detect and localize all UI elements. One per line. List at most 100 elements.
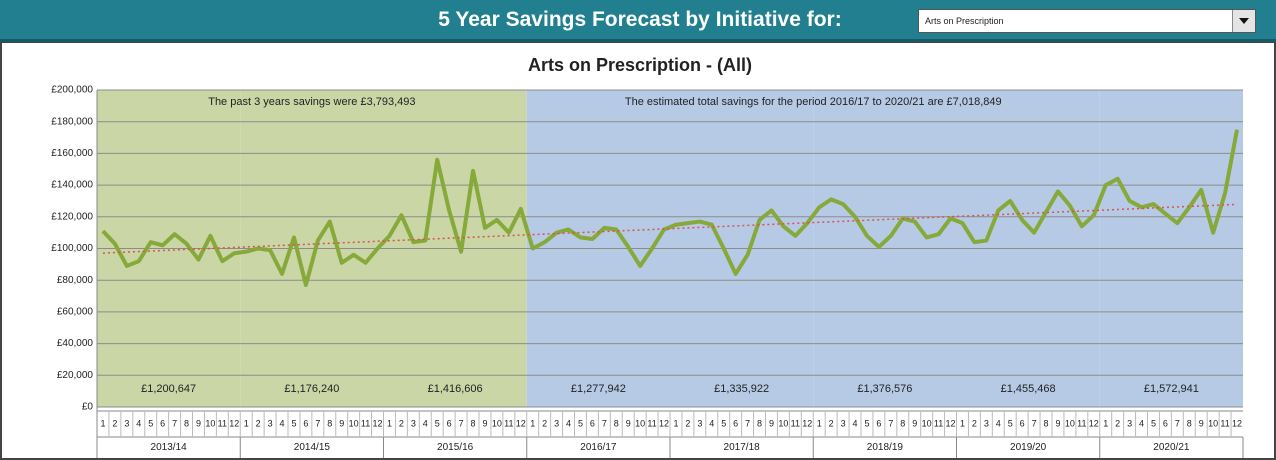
x-tick-label: 6 [590, 418, 595, 428]
x-tick-label: 7 [1032, 418, 1037, 428]
x-tick-label: 1 [673, 418, 678, 428]
x-tick-label: 8 [614, 418, 619, 428]
x-group-label: 2016/17 [580, 442, 617, 453]
chart-title: Arts on Prescription - (All) [528, 55, 752, 75]
x-tick-label: 6 [303, 418, 308, 428]
x-tick-label: 2 [256, 418, 261, 428]
x-tick-label: 11 [934, 418, 943, 428]
x-tick-label: 1 [530, 418, 535, 428]
x-tick-label: 8 [184, 418, 189, 428]
x-tick-label: 11 [504, 418, 513, 428]
x-tick-label: 12 [659, 418, 669, 428]
x-tick-label: 1 [960, 418, 965, 428]
x-tick-label: 10 [635, 418, 645, 428]
x-tick-label: 2 [1115, 418, 1120, 428]
x-tick-label: 12 [516, 418, 526, 428]
x-tick-label: 10 [1208, 418, 1218, 428]
period-total: £1,416,606 [428, 383, 483, 395]
x-tick-label: 3 [984, 418, 989, 428]
x-tick-label: 3 [411, 418, 416, 428]
y-tick-label: £80,000 [57, 275, 94, 286]
x-tick-label: 3 [697, 418, 702, 428]
initiative-dropdown[interactable]: Arts on Prescription [918, 9, 1256, 33]
y-tick-label: £160,000 [51, 148, 93, 159]
x-tick-label: 1 [387, 418, 392, 428]
x-tick-label: 2 [972, 418, 977, 428]
x-tick-label: 2 [399, 418, 404, 428]
x-tick-label: 9 [196, 418, 201, 428]
x-tick-label: 3 [1127, 418, 1132, 428]
x-tick-label: 4 [1139, 418, 1144, 428]
x-tick-label: 12 [229, 418, 239, 428]
series-line [101, 129, 1239, 287]
x-group-label: 2013/14 [151, 442, 188, 453]
x-tick-label: 7 [459, 418, 464, 428]
chart-border [0, 42, 1276, 460]
period-total: £1,277,942 [571, 383, 626, 395]
x-tick-label: 5 [435, 418, 440, 428]
x-tick-label: 9 [339, 418, 344, 428]
x-tick-label: 1 [1103, 418, 1108, 428]
x-group-label: 2019/20 [1010, 442, 1047, 453]
y-tick-label: £60,000 [57, 307, 94, 318]
y-tick-label: £200,000 [51, 85, 93, 96]
x-tick-label: 8 [1044, 418, 1049, 428]
x-group-label: 2018/19 [867, 442, 904, 453]
x-tick-label: 7 [602, 418, 607, 428]
x-group-label: 2020/21 [1153, 442, 1190, 453]
x-tick-label: 4 [136, 418, 141, 428]
x-tick-label: 6 [447, 418, 452, 428]
period-total: £1,572,941 [1144, 383, 1199, 395]
x-tick-label: 11 [791, 418, 800, 428]
x-tick-label: 5 [1151, 418, 1156, 428]
x-tick-label: 10 [205, 418, 215, 428]
x-tick-label: 8 [471, 418, 476, 428]
x-tick-label: 11 [218, 418, 227, 428]
x-group-label: 2015/16 [437, 442, 474, 453]
x-tick-label: 9 [769, 418, 774, 428]
x-tick-label: 1 [100, 418, 105, 428]
x-tick-label: 12 [802, 418, 812, 428]
x-tick-label: 6 [733, 418, 738, 428]
x-group-label: 2014/15 [294, 442, 331, 453]
x-tick-label: 6 [1020, 418, 1025, 428]
x-tick-label: 12 [1232, 418, 1242, 428]
x-tick-label: 2 [542, 418, 547, 428]
period-total: £1,376,576 [857, 383, 912, 395]
header-title: 5 Year Savings Forecast by Initiative fo… [438, 8, 842, 31]
x-tick-label: 8 [757, 418, 762, 428]
x-tick-label: 9 [912, 418, 917, 428]
y-tick-label: £20,000 [57, 370, 94, 381]
x-tick-label: 12 [373, 418, 383, 428]
x-tick-label: 4 [709, 418, 714, 428]
x-tick-label: 10 [492, 418, 502, 428]
x-tick-label: 11 [1077, 418, 1086, 428]
header-bar: 5 Year Savings Forecast by Initiative fo… [0, 0, 1276, 42]
dropdown-button[interactable] [1232, 10, 1255, 32]
x-tick-label: 6 [160, 418, 165, 428]
x-tick-label: 7 [172, 418, 177, 428]
x-tick-label: 5 [148, 418, 153, 428]
x-tick-label: 9 [1199, 418, 1204, 428]
x-tick-label: 4 [566, 418, 571, 428]
x-tick-label: 7 [745, 418, 750, 428]
x-tick-label: 8 [327, 418, 332, 428]
x-tick-label: 3 [841, 418, 846, 428]
x-tick-label: 2 [685, 418, 690, 428]
y-tick-label: £40,000 [57, 338, 94, 349]
x-group-label: 2017/18 [724, 442, 761, 453]
x-tick-label: 10 [922, 418, 932, 428]
x-tick-label: 5 [291, 418, 296, 428]
y-tick-label: £120,000 [51, 211, 93, 222]
y-tick-label: £0 [82, 402, 94, 413]
period-total: £1,455,468 [1001, 383, 1056, 395]
x-tick-label: 12 [946, 418, 956, 428]
x-tick-label: 2 [829, 418, 834, 428]
y-tick-label: £100,000 [51, 243, 93, 254]
x-tick-label: 9 [482, 418, 487, 428]
period-total: £1,176,240 [284, 383, 339, 395]
chart: Arts on Prescription - (All) £0 £20,000 £4… [0, 42, 1276, 460]
x-tick-label: 4 [853, 418, 858, 428]
x-tick-label: 5 [1008, 418, 1013, 428]
